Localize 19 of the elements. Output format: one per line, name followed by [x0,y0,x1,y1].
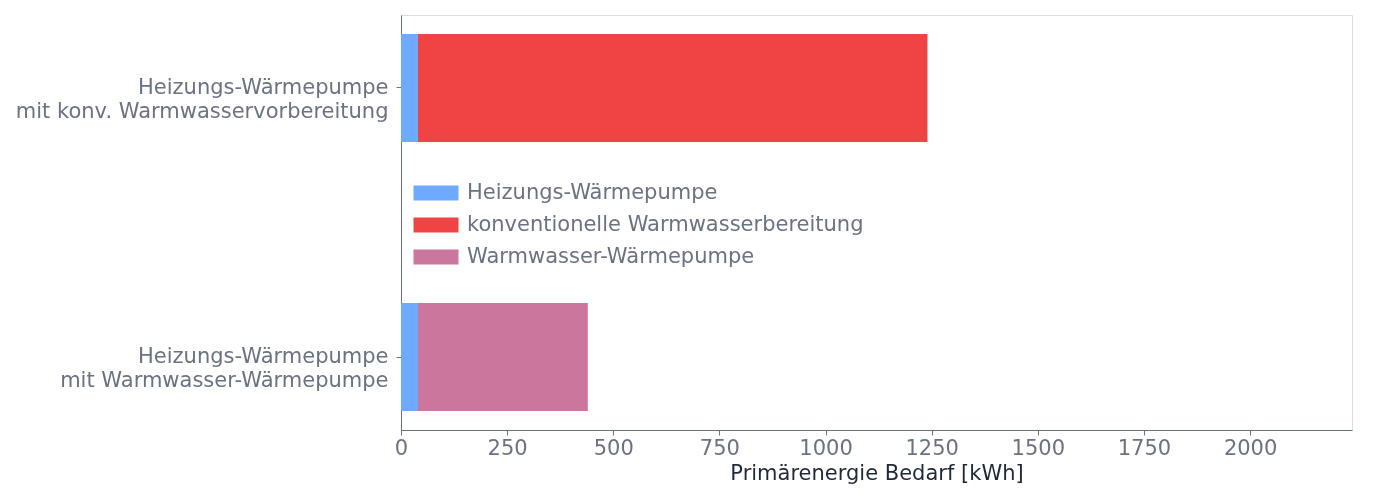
x-tick-label: 1250 [905,435,959,460]
legend-label: Heizungs-Wärmepumpe [467,180,718,204]
x-tick-label: 1750 [1117,435,1172,460]
bar [417,33,928,142]
x-tick-label: 1500 [1011,435,1066,460]
legend-label: Warmwasser-Wärmepumpe [467,244,755,268]
x-tick-label: 1000 [799,435,853,460]
y-tick-label: Heizungs-Wärmepumpe mit Warmwasser-Wärmepumpe [60,344,389,392]
x-tick-label: 250 [487,435,528,460]
x-tick-label: 0 [394,435,409,460]
x-tick-label: 750 [699,435,740,460]
x-axis-title: Primärenergie Bedarf [kWh] [730,460,1024,485]
bar [401,303,418,412]
y-tick-label: Heizungs-Wärmepumpe mit konv. Warmwasservorbereitung [15,75,389,123]
x-tick-label: 2000 [1223,435,1278,460]
legend-label: konventionelle Warmwasserbereitung [467,212,864,236]
bar [417,303,588,412]
x-tick-label: 500 [593,435,634,460]
bar [401,33,418,142]
